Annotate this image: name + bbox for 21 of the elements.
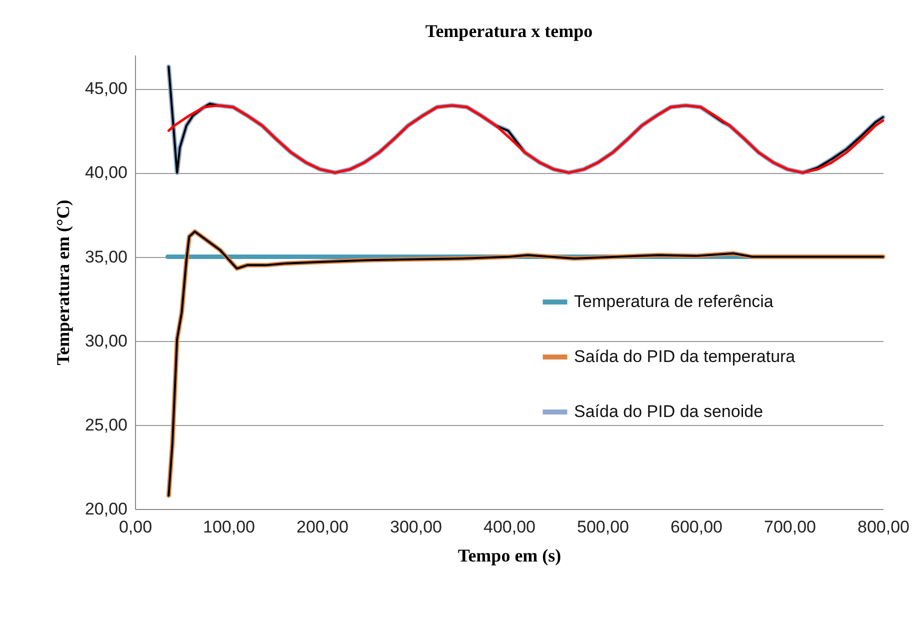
x-tick-label: 600,00 [670,518,722,536]
x-tick-label: 700,00 [764,518,816,536]
x-tick-label: 800,00 [858,518,910,536]
y-tick-label: 45,00 [84,79,128,98]
x-tick-label: 300,00 [390,518,442,536]
x-tick-label: 100,00 [203,518,255,536]
x-tick-label: 0,00 [118,518,152,536]
legend-label: Saída do PID da senoide [574,402,764,421]
chart-title: Temperatura x tempo [425,21,593,41]
x-tick-label: 200,00 [296,518,348,536]
y-tick-label: 20,00 [84,500,128,518]
y-axis-title: Temperatura em (°C) [52,200,73,366]
x-axis-title: Tempo em (s) [458,546,562,566]
x-tick-label: 400,00 [484,518,536,536]
legend-label: Saída do PID da temperatura [574,347,796,366]
x-tick-label: 500,00 [577,518,629,536]
y-tick-label: 35,00 [84,247,128,266]
y-tick-label: 30,00 [84,331,128,350]
legend-label: Temperatura de referência [574,292,774,311]
y-tick-label: 40,00 [84,163,128,182]
y-tick-label: 25,00 [84,415,128,434]
